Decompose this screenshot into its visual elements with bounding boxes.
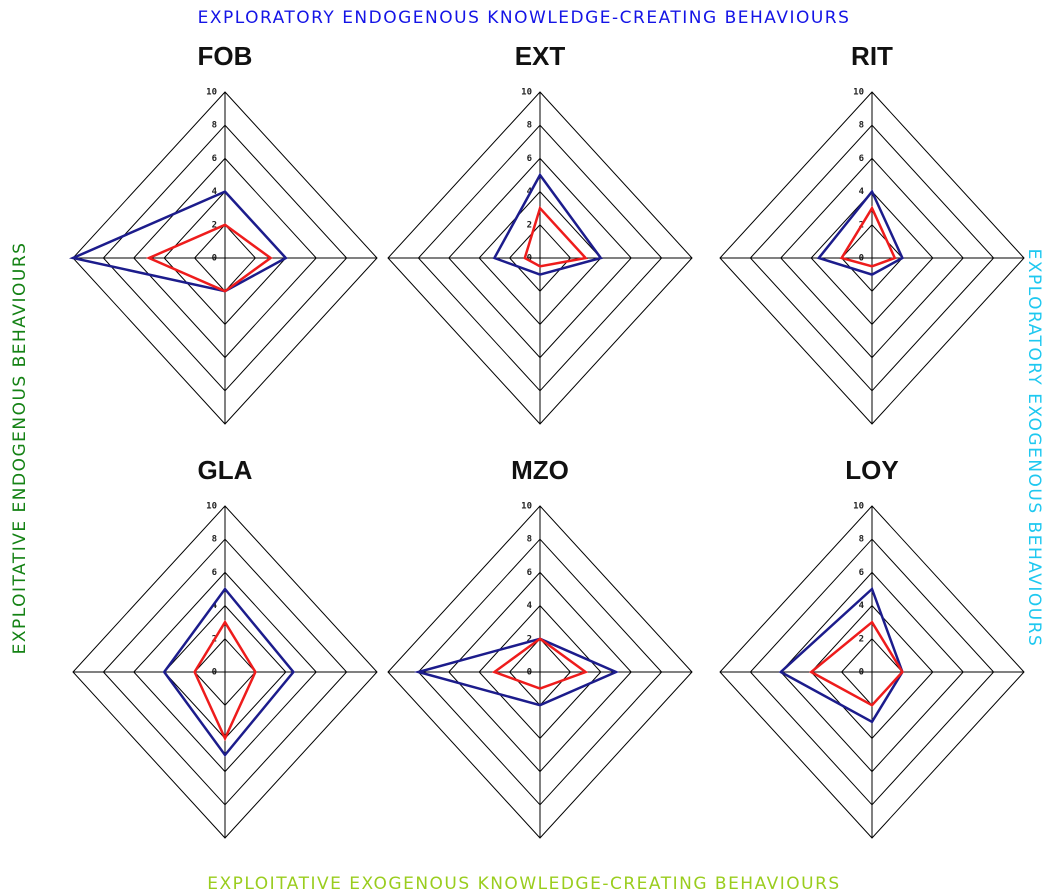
chart-title: RIT: [851, 41, 893, 71]
tick-label: 10: [206, 502, 217, 512]
chart-title: EXT: [515, 41, 566, 71]
side-title: EXPLORATORY ENDOGENOUS KNOWLEDGE-CREATIN…: [198, 8, 851, 28]
tick-label: 8: [859, 121, 864, 131]
tick-label: 10: [521, 88, 532, 98]
tick-label: 4: [859, 187, 865, 197]
series-polygon: [816, 189, 905, 276]
series-polygon: [523, 205, 589, 268]
tick-label: 8: [212, 535, 217, 545]
tick-label: 6: [212, 568, 217, 578]
tick-label: 4: [527, 601, 533, 611]
series-polygon: [413, 637, 620, 707]
tick-label: 8: [212, 121, 217, 131]
tick-label: 4: [859, 601, 865, 611]
chart-title: LOY: [845, 455, 898, 485]
tick-label: 6: [859, 568, 864, 578]
side-title: EXPLOITATIVE ENDOGENOUS BEHAVIOURS: [10, 242, 30, 655]
tick-label: 8: [527, 535, 532, 545]
tick-label: 8: [859, 535, 864, 545]
tick-label: 10: [521, 502, 532, 512]
series-polygon: [839, 205, 897, 268]
tick-label: 10: [853, 88, 864, 98]
tick-label: 2: [527, 220, 532, 230]
series-polygon: [778, 586, 904, 724]
tick-label: 4: [212, 187, 218, 197]
series-polygon: [145, 223, 273, 293]
tick-label: 8: [527, 121, 532, 131]
chart-title: MZO: [511, 455, 569, 485]
series-polygon: [491, 637, 589, 690]
tick-label: 6: [859, 154, 864, 164]
tick-label: 2: [212, 220, 217, 230]
tick-label: 10: [853, 502, 864, 512]
series-polygon: [193, 619, 257, 742]
chart-title: FOB: [198, 41, 253, 71]
tick-label: 2: [527, 634, 532, 644]
side-title: EXPLOITATIVE EXOGENOUS KNOWLEDGE-CREATIN…: [207, 874, 840, 894]
tick-label: 6: [212, 154, 217, 164]
tick-label: 10: [206, 88, 217, 98]
chart-title: GLA: [198, 455, 253, 485]
series-polygon: [808, 620, 904, 707]
tick-label: 6: [527, 154, 532, 164]
tick-label: 2: [859, 634, 864, 644]
series-polygon: [162, 586, 296, 758]
tick-label: 4: [212, 601, 218, 611]
series-polygon: [492, 172, 603, 276]
tick-label: 6: [527, 568, 532, 578]
side-title: EXPLORATORY EXOGENOUS BEHAVIOURS: [1024, 249, 1044, 648]
